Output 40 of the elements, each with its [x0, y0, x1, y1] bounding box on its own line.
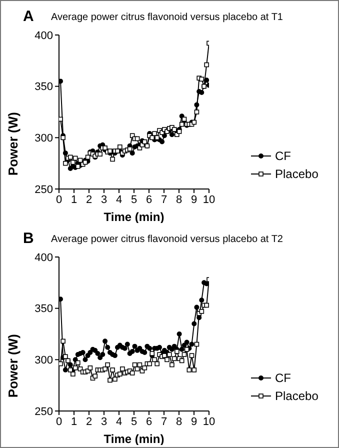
chart-title: Average power citrus flavonoid versus placebo at T2: [51, 234, 283, 245]
x-tick-label: 5: [130, 416, 138, 428]
y-tick-label: 400: [34, 30, 53, 42]
y-tick-label: 300: [34, 354, 53, 367]
x-tick-label: 9: [190, 416, 198, 428]
legend-label: Placebo: [275, 389, 318, 403]
y-tick-label: 300: [34, 132, 53, 145]
x-tick-label: 3: [100, 194, 108, 206]
x-tick-label: 9: [190, 194, 198, 206]
x-tick-label: 4: [116, 194, 122, 206]
y-tick-label: 350: [34, 303, 53, 316]
x-tick-label: 2: [86, 194, 92, 206]
x-tick-label: 1: [70, 194, 78, 206]
x-tick-label: 1: [70, 416, 78, 428]
x-tick-label: 4: [116, 416, 122, 428]
chart-title: Average power citrus flavonoid versus placebo at T1: [51, 12, 283, 23]
x-tick-label: 7: [160, 416, 168, 428]
y-tick-label: 350: [34, 81, 53, 94]
x-tick-label: 7: [160, 194, 168, 206]
x-tick-label: 0: [56, 416, 62, 428]
legend-label: Placebo: [275, 167, 318, 181]
x-tick-label: 5: [130, 194, 138, 206]
y-tick-label: 250: [34, 406, 53, 418]
y-tick-label: 250: [34, 184, 53, 196]
x-tick-label: 6: [146, 416, 152, 428]
x-tick-label: 6: [146, 194, 152, 206]
x-tick-label: 2: [86, 416, 92, 428]
legend-label: CF: [275, 371, 291, 385]
legend-label: CF: [275, 149, 291, 163]
x-tick-label: 8: [176, 194, 182, 206]
y-axis-title: Power (W): [6, 334, 21, 398]
y-tick-label: 400: [34, 252, 53, 264]
x-tick-label: 10: [202, 416, 216, 428]
y-axis-title: Power (W): [6, 112, 21, 176]
text: A: [23, 8, 34, 25]
x-tick-label: 10: [202, 194, 216, 206]
x-tick-label: 3: [100, 416, 108, 428]
x-tick-label: 8: [176, 416, 182, 428]
text: B: [23, 230, 34, 247]
x-tick-label: 0: [56, 194, 62, 206]
